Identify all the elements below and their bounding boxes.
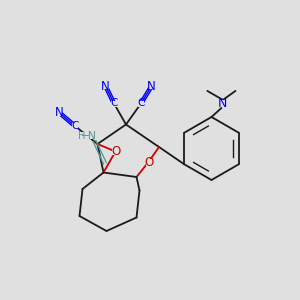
Text: O: O bbox=[111, 145, 120, 158]
Bar bbox=[56, 110, 62, 116]
Bar bbox=[103, 83, 109, 89]
Bar bbox=[146, 159, 153, 166]
Bar bbox=[78, 132, 92, 139]
Text: C: C bbox=[110, 98, 118, 109]
Bar bbox=[138, 100, 144, 106]
Bar bbox=[111, 100, 117, 106]
Text: N: N bbox=[55, 106, 64, 119]
Bar bbox=[148, 83, 154, 89]
Bar bbox=[72, 123, 78, 129]
Text: N: N bbox=[101, 80, 110, 93]
Text: N: N bbox=[147, 80, 156, 93]
Text: H: H bbox=[78, 130, 85, 141]
Text: N: N bbox=[218, 97, 228, 110]
Text: O: O bbox=[145, 156, 154, 169]
Text: ─N: ─N bbox=[82, 130, 97, 141]
Text: C: C bbox=[137, 98, 145, 109]
Text: C: C bbox=[71, 121, 79, 131]
Bar bbox=[220, 100, 226, 107]
Bar bbox=[112, 148, 119, 155]
